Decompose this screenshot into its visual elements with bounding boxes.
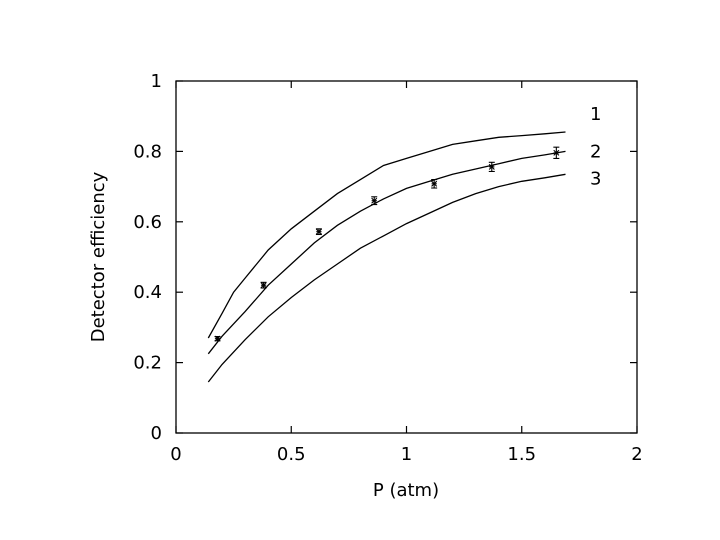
curve-label-1: 1 — [590, 104, 601, 125]
x-axis-title: P (atm) — [373, 480, 439, 501]
x-tick-label: 1.5 — [507, 444, 536, 465]
y-axis-ticks: 0 0.2 0.4 0.6 0.8 1 — [133, 71, 637, 444]
y-tick-label: 0.2 — [133, 353, 162, 374]
curve-label-2: 2 — [590, 141, 601, 162]
y-tick-label: 1 — [151, 71, 162, 92]
y-axis-title: Detector efficiency — [88, 171, 109, 342]
x-tick-label: 0.5 — [277, 444, 306, 465]
data-points — [214, 146, 560, 342]
curve-3 — [207, 173, 566, 383]
x-tick-label: 1 — [401, 444, 412, 465]
curves — [207, 131, 566, 383]
data-point — [488, 161, 495, 173]
data-point — [371, 196, 378, 206]
plot-frame — [175, 80, 638, 434]
y-tick-label: 0.4 — [133, 282, 162, 303]
x-tick-label: 0 — [170, 444, 181, 465]
data-point — [431, 179, 438, 189]
y-tick-label: 0.8 — [133, 141, 162, 162]
data-point — [553, 146, 560, 159]
data-point — [260, 281, 267, 289]
y-tick-label: 0.6 — [133, 212, 162, 233]
y-tick-label: 0 — [151, 423, 162, 444]
curve-1 — [207, 131, 566, 339]
data-point — [214, 335, 221, 342]
x-tick-label: 2 — [631, 444, 642, 465]
data-point — [315, 228, 322, 236]
curve-labels: 1 2 3 — [590, 104, 601, 189]
curve-label-3: 3 — [590, 168, 601, 189]
curve-2 — [207, 150, 566, 355]
x-axis-ticks: 0 0.5 1 1.5 2 — [170, 81, 643, 465]
